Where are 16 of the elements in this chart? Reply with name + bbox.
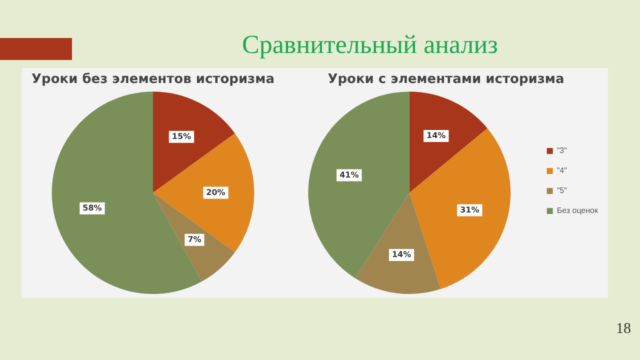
data-label: 7% bbox=[188, 234, 202, 244]
data-label: 41% bbox=[340, 170, 359, 180]
data-label: 15% bbox=[172, 132, 192, 141]
legend-label: "3" bbox=[556, 146, 568, 156]
legend-label: "5" bbox=[556, 186, 568, 196]
text: 18 bbox=[616, 321, 632, 337]
text: Сравнительный анализ bbox=[241, 30, 499, 60]
data-label: 31% bbox=[460, 205, 480, 214]
data-label: 58% bbox=[82, 203, 102, 212]
chart-title: Уроки без элементов историзма bbox=[31, 72, 275, 88]
chart-title: Уроки с элементами историзма bbox=[328, 72, 564, 88]
legend-label: Без оценок bbox=[556, 206, 598, 216]
data-label: 20% bbox=[206, 188, 226, 197]
data-label: 14% bbox=[392, 250, 412, 260]
data-label: 14% bbox=[426, 131, 446, 140]
legend-label: "4" bbox=[556, 166, 568, 176]
